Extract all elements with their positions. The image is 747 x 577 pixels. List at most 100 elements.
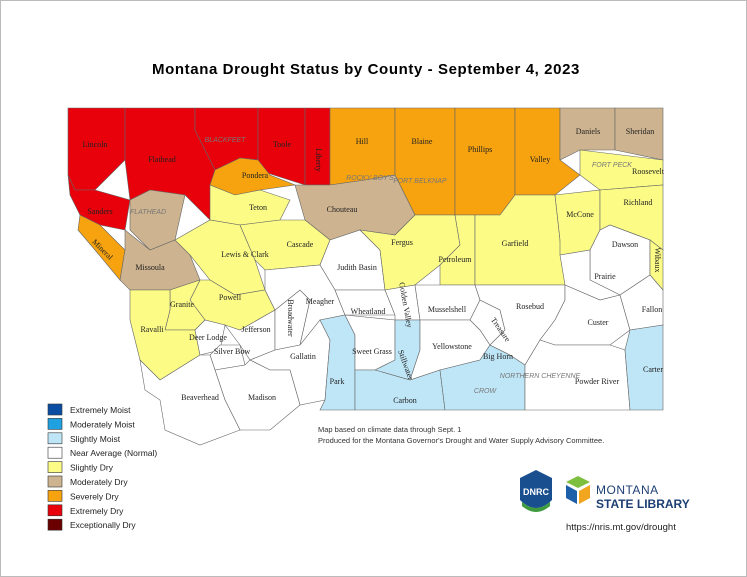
county-label: Dawson	[612, 240, 638, 249]
county	[454, 107, 516, 216]
county-label: Yellowstone	[432, 342, 472, 351]
legend-swatch	[47, 490, 63, 502]
legend-label: Slightly Dry	[70, 463, 114, 473]
county-label: Meagher	[306, 297, 335, 306]
library-name: STATE LIBRARY	[596, 497, 690, 511]
county	[304, 107, 331, 186]
county-label: Ravalli	[140, 325, 164, 334]
legend-label: Severely Dry	[70, 491, 119, 501]
legend-label: Extremely Moist	[70, 405, 131, 415]
county-label: Deer Lodge	[189, 333, 227, 342]
legend-swatch	[47, 461, 63, 473]
county	[624, 324, 664, 411]
county-label: Richland	[624, 198, 653, 207]
county-label: Cascade	[287, 240, 314, 249]
county-label: McCone	[566, 210, 594, 219]
county-label: Wheatland	[351, 307, 386, 316]
county-label: Blaine	[412, 137, 433, 146]
county-label: Gallatin	[290, 352, 316, 361]
library-name: MONTANA	[596, 483, 659, 497]
county-label: Custer	[588, 318, 609, 327]
county	[414, 284, 481, 321]
legend-label: Moderately Moist	[70, 419, 135, 429]
county-label: Powder River	[575, 377, 620, 386]
legend-label: Exceptionally Dry	[70, 520, 136, 530]
county-label: Sweet Grass	[352, 347, 392, 356]
legend: Extremely Moist Moderately Moist Slightly …	[47, 403, 157, 531]
county-label: Lewis & Clark	[221, 250, 269, 259]
reservation-label: CROW	[474, 388, 498, 395]
county-label: Broadwater	[286, 299, 295, 337]
county	[329, 107, 396, 186]
map-title: Montana Drought Status by County - Septe…	[152, 61, 580, 78]
note: Map based on climate data through Sept. …	[318, 425, 461, 434]
county-label: Chouteau	[327, 205, 358, 214]
legend-swatch	[47, 504, 63, 517]
county-label: Garfield	[502, 239, 529, 248]
note: Produced for the Montana Governor's Drou…	[318, 436, 604, 445]
reservation-label: FLATHEAD	[130, 209, 166, 216]
county-label: Carter	[643, 365, 663, 374]
reservation-label: BLACKFEET	[205, 137, 247, 144]
county-label: Park	[330, 377, 345, 386]
county-label: Teton	[249, 203, 267, 212]
county-label: Big Horn	[483, 352, 513, 361]
county-label: Granite	[170, 300, 194, 309]
legend-label: Extremely Dry	[70, 506, 124, 516]
county-label: Judith Basin	[337, 263, 377, 272]
county-label: Lincoln	[83, 140, 108, 149]
dnrc-text: DNRC	[523, 487, 549, 497]
county-label: Sanders	[87, 207, 112, 216]
logo-shape	[566, 476, 590, 488]
county-label: Pondera	[242, 171, 269, 180]
county-label: Petroleum	[439, 255, 473, 264]
legend-swatch	[47, 432, 63, 445]
county-label: Musselshell	[428, 305, 467, 314]
county-label: Carbon	[393, 396, 417, 405]
county-label: Missoula	[135, 263, 165, 272]
county	[194, 319, 226, 356]
county	[559, 107, 616, 161]
county-label: Roosevelt	[632, 167, 665, 176]
legend-swatch	[47, 518, 63, 531]
county-label: Phillips	[468, 145, 492, 154]
dnrc-shield	[520, 470, 552, 508]
county-label: Madison	[248, 393, 276, 402]
legend-swatch	[47, 475, 63, 488]
library-logo: MONTANA STATE LIBRARY	[566, 476, 690, 511]
legend-swatch	[47, 403, 63, 416]
county-label: Prairie	[594, 272, 616, 281]
county-label: Flathead	[148, 155, 176, 164]
county	[139, 354, 241, 446]
reservation-label: ROCKY BOY'S	[346, 175, 394, 182]
reservation-label: FORT PECK	[592, 162, 632, 169]
county-label: Wibaux	[653, 247, 662, 272]
legend-label: Moderately Dry	[70, 477, 128, 487]
county	[619, 274, 664, 331]
county-label: Fergus	[391, 238, 413, 247]
county-label: Hill	[356, 137, 369, 146]
reservation-label: FORT BELKNAP	[393, 178, 446, 185]
county-label: Sheridan	[626, 127, 654, 136]
legend-swatch	[47, 446, 63, 459]
legend-swatch	[47, 418, 63, 430]
legend-label: Slightly Moist	[70, 434, 121, 444]
url: https://nris.mt.gov/drought	[566, 522, 676, 533]
county-label: Beaverhead	[181, 393, 219, 402]
county-label: Powell	[219, 293, 242, 302]
county-label: Jefferson	[241, 325, 270, 334]
logo-shape	[579, 485, 590, 504]
county-label: Daniels	[576, 127, 600, 136]
county-label: Silver Bow	[214, 347, 250, 356]
county-label: Rosebud	[516, 302, 544, 311]
dnrc-band	[522, 502, 550, 512]
county-label: Liberty	[314, 148, 323, 172]
reservation-label: NORTHERN CHEYENNE	[500, 373, 581, 380]
county-label: Toole	[273, 140, 292, 149]
counties	[67, 107, 664, 446]
logo-shape	[566, 485, 577, 504]
county-label: Fallon	[642, 305, 662, 314]
legend-label: Near Average (Normal)	[70, 448, 157, 458]
county-label: Valley	[530, 155, 550, 164]
